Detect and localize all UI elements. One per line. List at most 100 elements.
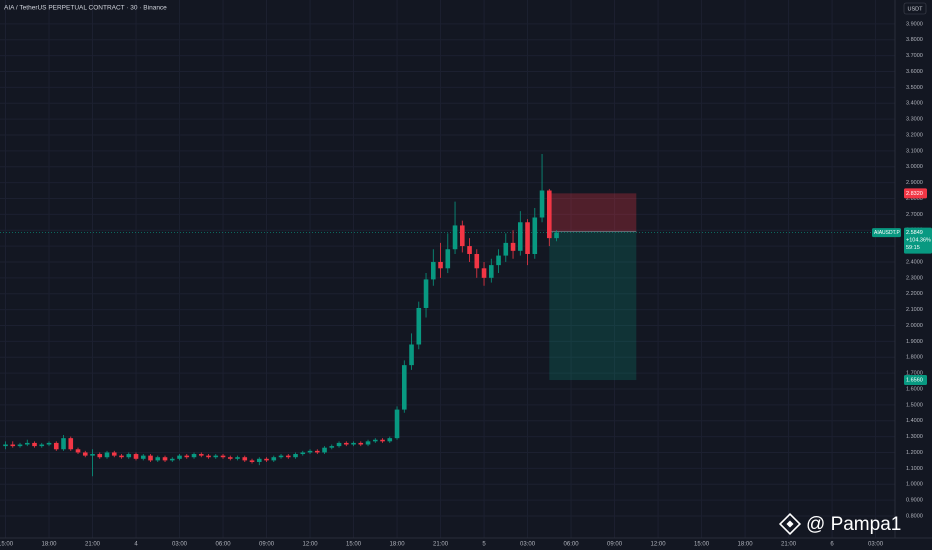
candle-body <box>46 442 52 445</box>
last-price-box <box>904 227 932 254</box>
y-tick-label: 1.1000 <box>906 466 923 472</box>
x-tick-label: 6 <box>830 542 834 548</box>
x-tick-label: 4 <box>134 542 138 548</box>
x-tick-label: 03:00 <box>520 542 536 548</box>
candle-body <box>126 454 132 458</box>
candle-body <box>293 454 298 458</box>
x-tick-label: 21:00 <box>433 542 449 548</box>
y-tick-label: 1.7000 <box>906 371 923 377</box>
candle-body <box>242 457 248 461</box>
y-tick-label: 2.9000 <box>906 180 923 186</box>
candle-body <box>206 455 211 458</box>
stop-label: 2.8320 <box>906 191 923 197</box>
candle-body <box>24 442 30 445</box>
candle-body <box>104 452 110 458</box>
y-tick-label: 3.6000 <box>906 69 923 75</box>
x-tick-label: 18:00 <box>390 542 406 548</box>
candle-body <box>111 452 117 456</box>
candle-body <box>358 442 364 445</box>
candle-body <box>162 457 168 461</box>
x-tick-label: 18:00 <box>738 542 754 548</box>
candle-body <box>329 446 335 448</box>
y-tick-label: 1.5000 <box>906 402 923 408</box>
x-tick-label: 03:00 <box>868 542 884 548</box>
target-label-box <box>904 375 927 386</box>
candle-body <box>191 454 197 458</box>
candle-body <box>459 225 465 247</box>
candle-body <box>496 255 501 266</box>
x-tick-label: 12:00 <box>651 542 667 548</box>
x-tick-label: 03:00 <box>172 542 188 548</box>
y-tick-label: 1.4000 <box>906 418 923 424</box>
candle-body <box>510 242 516 251</box>
currency-box[interactable] <box>903 2 927 15</box>
x-tick-label: 15:00 <box>346 542 362 548</box>
last-price-change: +104.36% <box>906 238 931 244</box>
candle-body <box>271 457 277 461</box>
candle-body <box>133 454 139 459</box>
y-tick-label: 3.0000 <box>906 164 923 170</box>
candle-body <box>430 261 436 280</box>
y-tick-label: 0.8000 <box>906 513 923 519</box>
candle-body <box>97 454 103 458</box>
candle-body <box>177 455 182 459</box>
y-tick-label: 3.7000 <box>906 53 923 59</box>
stop-zone <box>549 193 637 232</box>
candle-body <box>539 190 545 218</box>
candle-body <box>372 439 378 442</box>
y-tick-label: 1.3000 <box>906 434 923 440</box>
x-tick-label: 09:00 <box>259 542 275 548</box>
y-tick-label: 3.8000 <box>906 37 923 43</box>
candle-body <box>61 438 66 450</box>
x-tick-label: 15:00 <box>694 542 710 548</box>
candle-body <box>474 254 480 269</box>
y-tick-label: 3.4000 <box>906 101 923 107</box>
currency[interactable]: USDT <box>908 6 924 12</box>
candle-body <box>17 444 23 447</box>
candle-body <box>380 439 385 442</box>
candle-body <box>503 242 509 256</box>
y-tick-label: 1.2000 <box>906 450 923 456</box>
candle-body <box>119 455 124 458</box>
candle-body <box>546 190 552 239</box>
x-tick-label: 21:00 <box>85 542 101 548</box>
candle-body <box>184 455 190 458</box>
candle-body <box>140 455 146 459</box>
candle-body <box>75 449 81 453</box>
candle-body <box>285 455 291 458</box>
candle-body <box>401 365 407 410</box>
watermark-logo <box>778 512 802 536</box>
x-tick-label: 15:00 <box>0 542 14 548</box>
y-tick-label: 1.0000 <box>906 482 923 488</box>
y-tick-label: 3.9000 <box>906 21 923 27</box>
watermark: @ Pampa1 <box>778 512 901 536</box>
target-zone <box>549 231 637 381</box>
candle-body <box>488 265 494 278</box>
candle-body <box>90 454 95 456</box>
y-tick-label: 3.5000 <box>906 85 923 91</box>
candle-body <box>525 222 530 255</box>
x-tick-label: 06:00 <box>564 542 580 548</box>
candle-body <box>39 444 45 447</box>
y-tick-label: 1.6000 <box>906 386 923 392</box>
candle-body <box>438 261 443 269</box>
countdown: 59:15 <box>906 245 920 251</box>
candle-body <box>554 232 559 239</box>
candle-body <box>387 438 393 442</box>
x-tick-label: 21:00 <box>781 542 797 548</box>
candle-body <box>416 307 422 345</box>
candle-body <box>336 442 342 447</box>
x-tick-label: 06:00 <box>216 542 232 548</box>
y-tick-label: 2.3000 <box>906 275 923 281</box>
x-tick-label: 09:00 <box>607 542 623 548</box>
watermark-text: @ Pampa1 <box>806 514 901 535</box>
axes: 0.8000 0.9000 1.0000 1.1000 1.2000 1.3000 1.40… <box>0 21 932 548</box>
y-tick-label: 2.1000 <box>906 307 923 313</box>
candle-body <box>343 442 349 445</box>
y-tick-label: 2.0000 <box>906 323 923 329</box>
candle-body <box>198 454 204 456</box>
candle-body <box>467 246 472 255</box>
candle-body <box>532 217 538 255</box>
